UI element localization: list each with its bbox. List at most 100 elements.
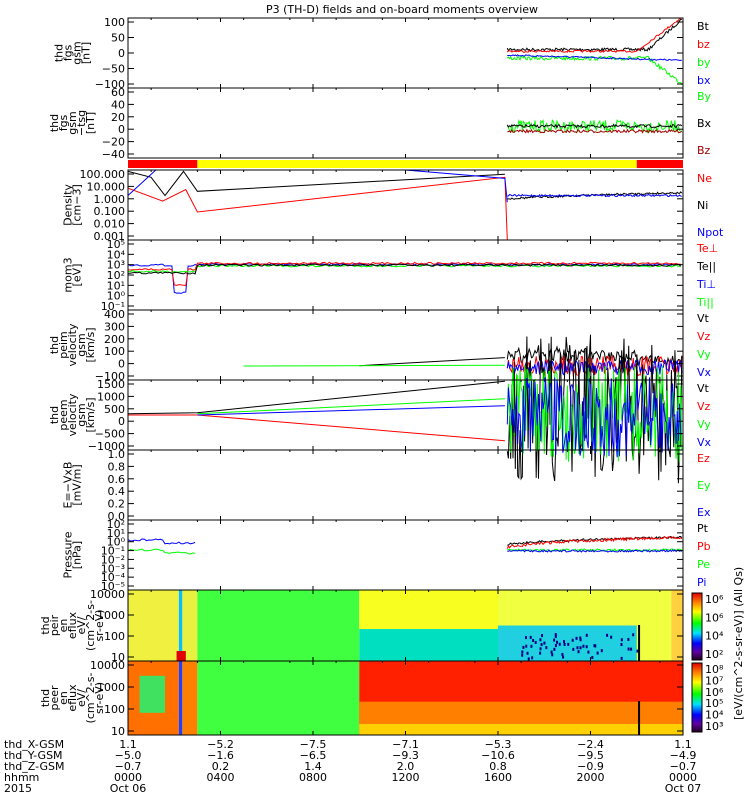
y-label-line: sr-eV) <box>93 609 106 641</box>
heatmap-cell <box>606 633 609 637</box>
colorbars: 10⁶10⁶10⁴10²10⁸10⁷10⁶10⁵10⁴10³[eV/(cm^2-… <box>691 567 745 733</box>
y-label-line: −tsg <box>75 110 88 136</box>
y-label-line: thd <box>39 616 52 634</box>
legend-Ti||: Ti|| <box>696 296 714 309</box>
y-tick-label: 10³ <box>107 259 125 272</box>
y-label-line: [km/s] <box>84 327 97 362</box>
heatmap-cell <box>539 638 542 642</box>
y-axis-label: mom3[eV] <box>62 257 84 292</box>
series-Npot <box>127 169 508 203</box>
series-Te-perp <box>127 261 681 287</box>
plot-title: P3 (TH-D) fields and on-board moments ov… <box>266 3 538 16</box>
y-label-line: eflux <box>66 684 79 712</box>
heatmap-cell <box>630 647 633 651</box>
x-tick-value: 0800 <box>299 771 327 784</box>
y-tick-label: 1500 <box>97 378 125 391</box>
heatmap-cell <box>582 644 585 648</box>
y-tick-label: 1000 <box>97 681 125 694</box>
heatmap-cell <box>540 643 543 647</box>
heatmap-cell <box>178 590 183 661</box>
x-tick-value: −0.9 <box>577 760 604 773</box>
y-tick-label: 10⁻¹ <box>101 545 125 558</box>
y-tick-label: 10000 <box>90 588 125 601</box>
x-tick-value: −4.9 <box>670 749 697 762</box>
series-Ti-perp <box>127 262 681 294</box>
series-Pe <box>127 548 196 555</box>
heatmap-cell <box>529 635 532 639</box>
panel-frame <box>127 239 684 311</box>
legend-Bt: Bt <box>697 20 710 33</box>
x-row-label: thd_Z-GSM <box>4 760 64 773</box>
heatmap-cell <box>636 649 639 653</box>
colorbar-tick-label: 10⁶ <box>705 593 724 606</box>
x-tick-value: 1.1 <box>119 738 137 751</box>
heatmap-cell <box>620 638 623 642</box>
y-tick-label: 400 <box>104 308 125 321</box>
heatmap-cell <box>627 637 630 641</box>
y-label-line: [nT] <box>80 42 93 64</box>
series-Pb <box>506 535 683 549</box>
heatmap-cell <box>197 661 360 735</box>
series-Ni <box>127 170 505 197</box>
x-tick-value: −5.0 <box>115 749 142 762</box>
y-tick-label: 1.0 <box>108 448 126 461</box>
series-Pe-2 <box>506 548 683 552</box>
series-Bt <box>506 18 682 53</box>
heatmap-cell <box>554 634 557 638</box>
legend-Vy: Vy <box>697 348 711 361</box>
legend-Npot: Npot <box>697 226 724 239</box>
heatmap-cell <box>576 646 579 650</box>
y-label-line: fgs <box>62 44 75 61</box>
x-row-label: thd_X-GSM <box>4 738 64 751</box>
y-label-line: thd <box>48 406 61 424</box>
x-tick-value: −5.3 <box>485 738 512 751</box>
series-Vx-2 <box>506 377 682 458</box>
x-tick-value: −2.4 <box>577 738 604 751</box>
heatmap-cell <box>359 723 683 735</box>
y-label-line: (cm^2-s- <box>84 600 97 651</box>
y-tick-label: 0 <box>118 358 125 371</box>
heatmap-cell <box>550 650 553 654</box>
heatmap-cell <box>359 701 683 724</box>
heatmap-cell <box>553 647 556 651</box>
y-tick-label: 0.2 <box>108 498 126 511</box>
y-tick-label: 0.0 <box>108 510 126 523</box>
x-tick-value: 2000 <box>577 771 605 784</box>
y-tick-label: 10¹ <box>107 527 125 540</box>
heatmap-cell <box>610 635 613 639</box>
series-Vt-2 <box>506 334 683 484</box>
legend-by: by <box>697 56 711 69</box>
y-tick-label: −100 <box>95 370 125 383</box>
heatmap-cell <box>531 656 534 660</box>
legend-Pe: Pe <box>697 558 710 571</box>
y-label-line: [nPa] <box>71 541 84 569</box>
heatmap-cell <box>539 647 542 651</box>
legend-Pt: Pt <box>697 522 709 535</box>
y-tick-label: 0.100 <box>94 205 126 218</box>
heatmap-cell <box>139 675 165 713</box>
series-Bx <box>506 123 683 129</box>
legend-Ex: Ex <box>697 506 711 519</box>
legend-Bx: Bx <box>697 117 712 130</box>
x-tick-value: 1200 <box>392 771 420 784</box>
series-Vt-2 <box>506 344 683 367</box>
heatmap-cell <box>521 650 524 654</box>
heatmap-cell <box>563 640 566 644</box>
x-tick-value: 1600 <box>484 771 512 784</box>
series-Pi-2 <box>507 549 683 553</box>
colorbar-tick-label: 10⁵ <box>705 697 723 710</box>
series-Vz <box>128 414 505 442</box>
x-axis-labels: thd_X-GSMthd_Y-GSMthd_Z-GSMhhmm20151.1−5… <box>4 738 701 795</box>
y-tick-label: 10¹ <box>107 279 125 292</box>
heatmap-cell <box>620 656 623 660</box>
y-tick-label: 10⁰ <box>107 290 126 303</box>
x-tick-value: −7.5 <box>300 738 327 751</box>
x-tick-value: 0000 <box>669 771 697 784</box>
y-label-line: thd <box>48 336 61 354</box>
legend-Pb: Pb <box>697 540 711 553</box>
colorbar-peer <box>691 662 703 733</box>
series-Ne <box>127 176 508 241</box>
series-Vt <box>127 380 505 415</box>
